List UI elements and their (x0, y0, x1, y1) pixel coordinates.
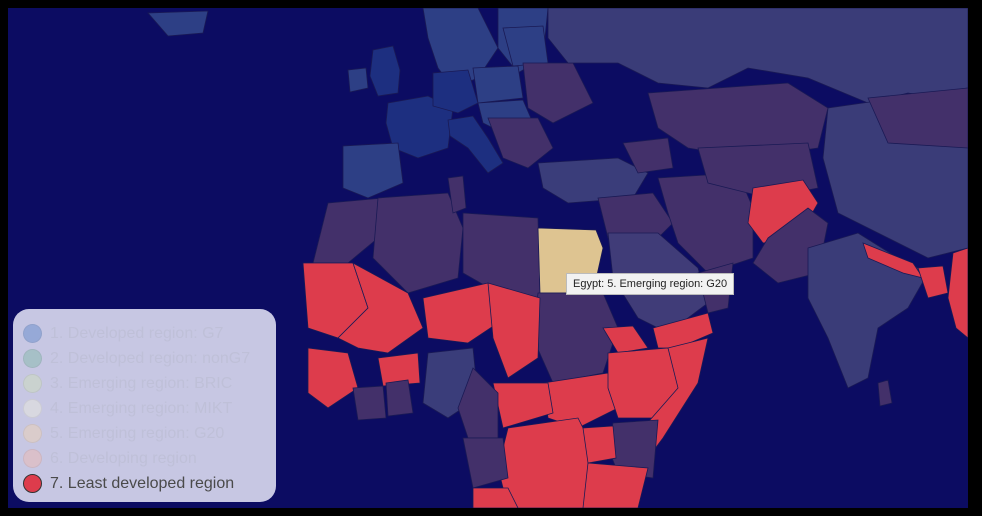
country-libya[interactable] (462, 212, 541, 299)
country-ghana[interactable] (385, 379, 414, 417)
country-italy[interactable] (447, 115, 504, 174)
legend-item-nong7[interactable]: 2. Developed region: nonG7 (23, 346, 250, 371)
country-poland[interactable] (472, 65, 524, 104)
country-eritrea[interactable] (602, 325, 649, 354)
country-spain[interactable] (342, 142, 404, 199)
country-sudan[interactable] (532, 292, 619, 384)
legend-label: 2. Developed region: nonG7 (50, 349, 251, 367)
country-tunisia[interactable] (447, 175, 467, 214)
legend-item-g20[interactable]: 5. Emerging region: G20 (23, 421, 224, 446)
country-tanzania[interactable] (582, 462, 649, 508)
country-bangladesh[interactable] (917, 265, 949, 299)
legend-swatch-bric (23, 374, 42, 393)
country-burkina-faso[interactable] (377, 352, 421, 387)
country-guinea[interactable] (307, 347, 359, 409)
country-drc[interactable] (497, 417, 594, 508)
country-balkans[interactable] (487, 117, 554, 169)
country-mali[interactable] (337, 262, 424, 354)
map-tooltip: Egypt: 5. Emerging region: G20 (566, 273, 735, 295)
map-viewport[interactable]: Egypt: 5. Emerging region: G20 1. Develo… (8, 8, 968, 508)
country-ivory-coast[interactable] (352, 385, 387, 421)
country-iceland[interactable] (147, 10, 209, 37)
legend-swatch-g7 (23, 324, 42, 343)
country-georgia-armenia[interactable] (622, 137, 674, 174)
legend-swatch-mikt (23, 399, 42, 418)
country-uk[interactable] (369, 45, 401, 97)
country-algeria[interactable] (372, 192, 464, 294)
legend-label: 3. Emerging region: BRIC (50, 374, 233, 392)
country-ireland[interactable] (347, 67, 369, 93)
country-uganda[interactable] (582, 425, 617, 464)
legend-item-bric[interactable]: 3. Emerging region: BRIC (23, 371, 232, 396)
legend-label: 1. Developed region: G7 (50, 324, 224, 342)
legend-item-developing[interactable]: 6. Developing region (23, 446, 197, 471)
country-russia[interactable] (547, 8, 968, 104)
country-chad[interactable] (487, 282, 541, 379)
country-germany[interactable] (432, 69, 479, 114)
country-mongolia[interactable] (867, 87, 968, 149)
country-nepal[interactable] (862, 242, 924, 279)
country-angola[interactable] (472, 487, 519, 508)
country-car[interactable] (492, 382, 554, 429)
country-gabon-congo[interactable] (462, 437, 509, 489)
legend-label: 7. Least developed region (50, 474, 235, 492)
legend-swatch-nong7 (23, 349, 42, 368)
legend-swatch-developing (23, 449, 42, 468)
legend-item-mikt[interactable]: 4. Emerging region: MIKT (23, 396, 232, 421)
legend-swatch-least-developed (23, 474, 42, 493)
country-south-sudan[interactable] (542, 372, 619, 429)
legend-item-least-developed[interactable]: 7. Least developed region (23, 471, 234, 496)
country-belarus-ukraine[interactable] (522, 62, 594, 124)
legend-label: 6. Developing region (50, 449, 197, 467)
legend-label: 4. Emerging region: MIKT (50, 399, 233, 417)
country-sri-lanka[interactable] (877, 379, 893, 407)
legend-label: 5. Emerging region: G20 (50, 424, 225, 442)
legend-item-g7[interactable]: 1. Developed region: G7 (23, 321, 223, 346)
country-morocco[interactable] (312, 197, 384, 264)
country-india[interactable] (807, 232, 929, 389)
legend-swatch-g20 (23, 424, 42, 443)
map-legend: 1. Developed region: G7 2. Developed reg… (13, 309, 276, 502)
country-france[interactable] (385, 95, 454, 159)
country-myanmar[interactable] (947, 247, 968, 339)
country-yemen[interactable] (652, 312, 714, 349)
country-niger[interactable] (422, 282, 499, 344)
world-map[interactable] (8, 8, 968, 508)
